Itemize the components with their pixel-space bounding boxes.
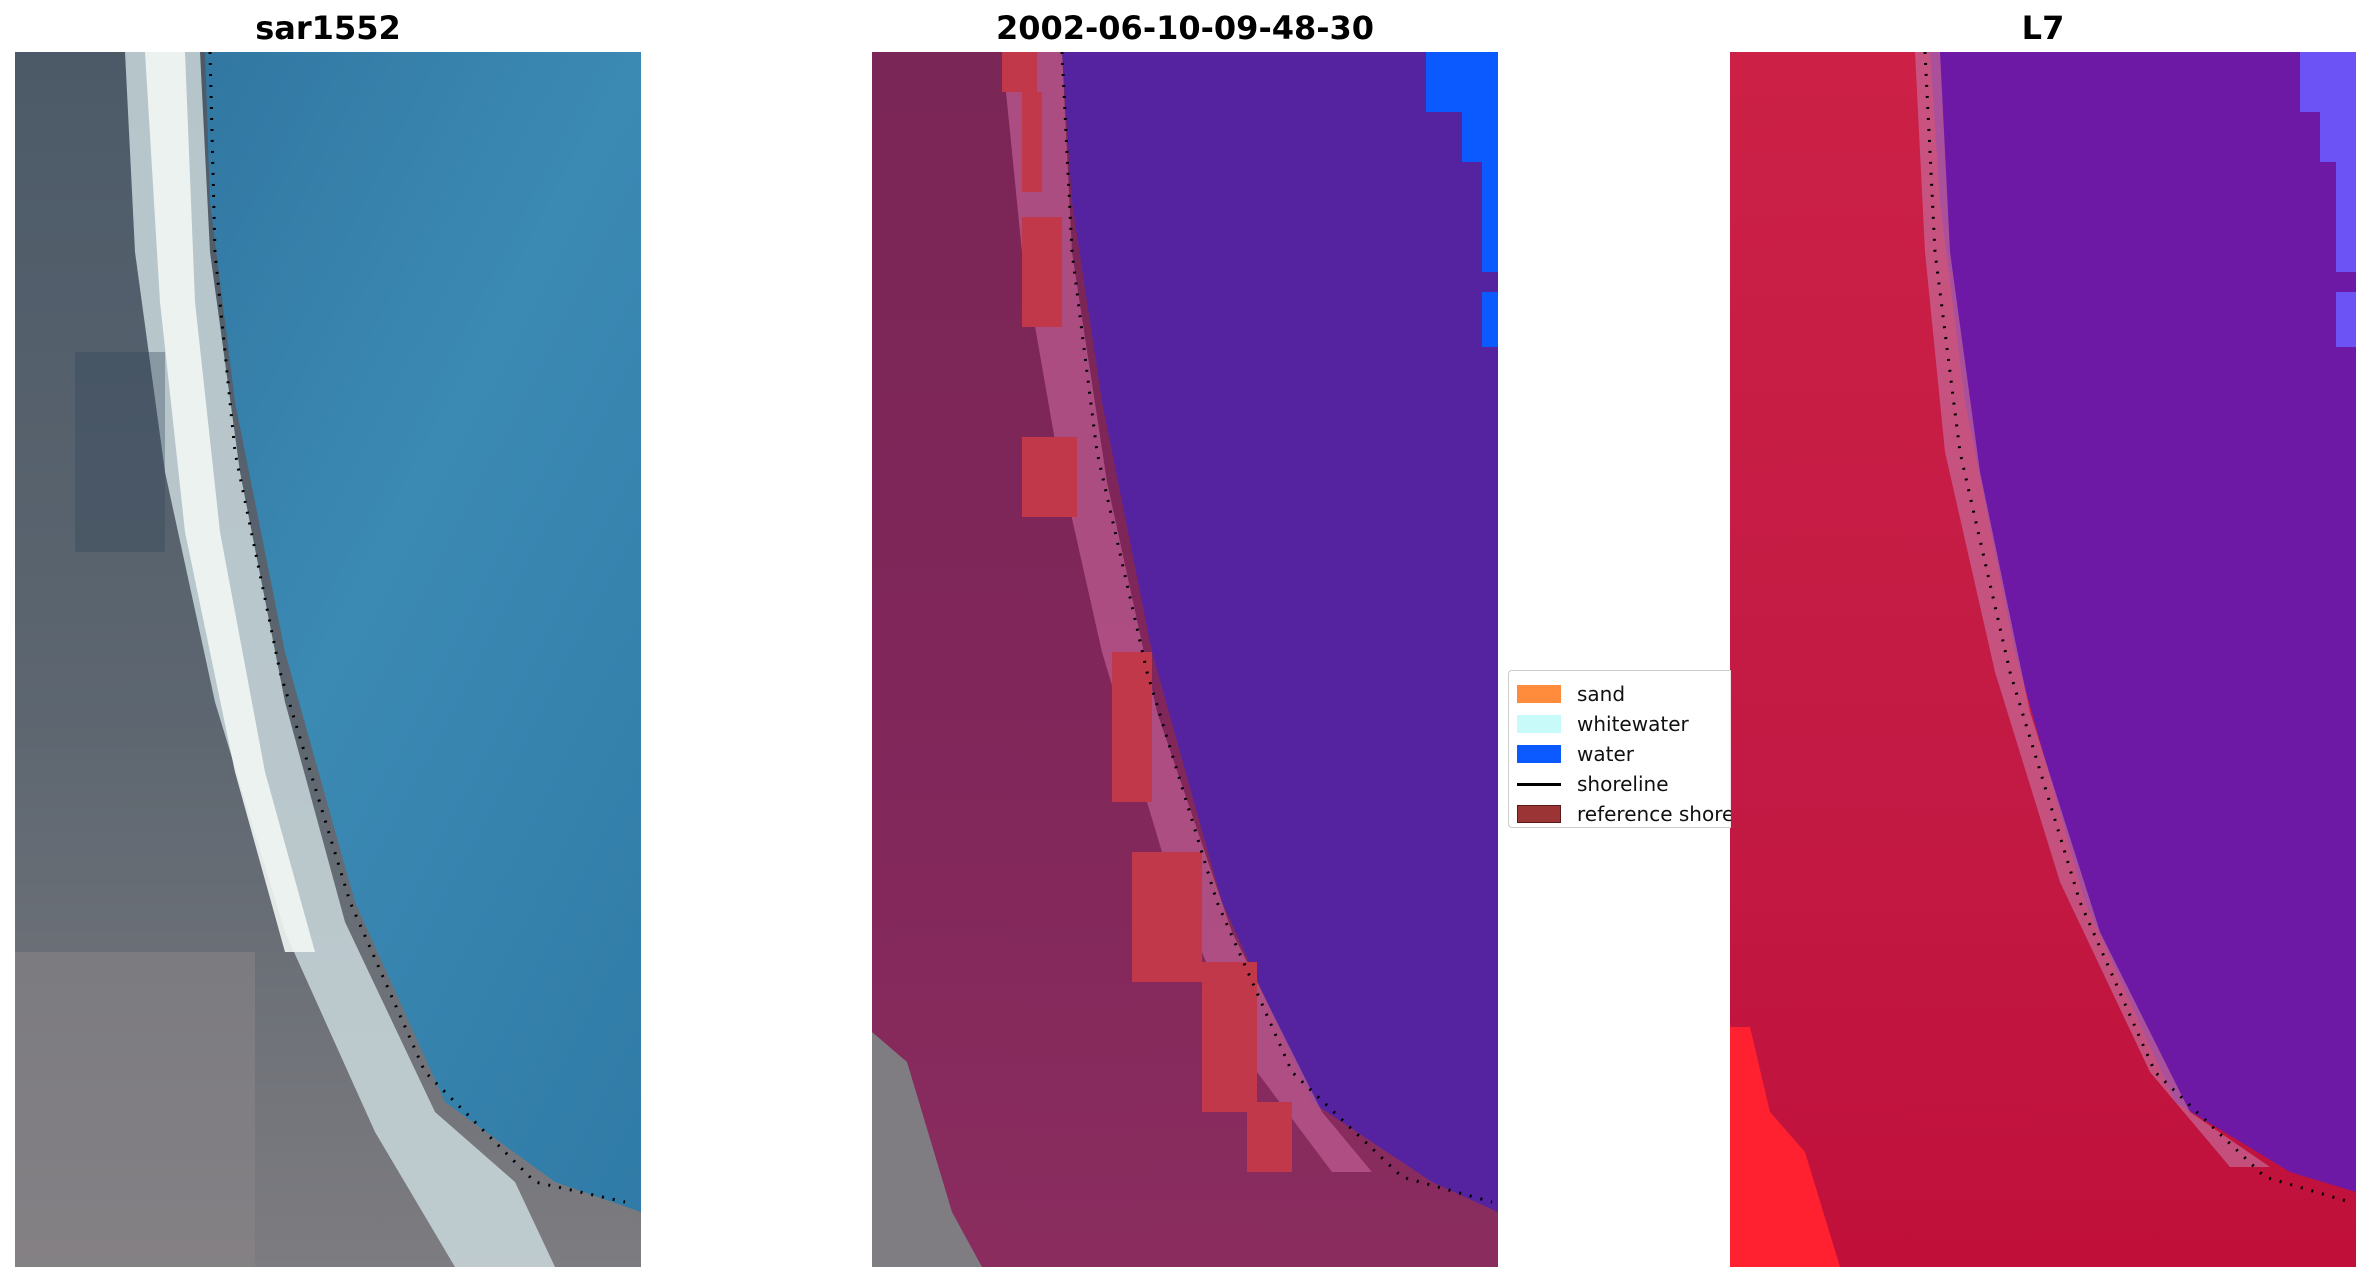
legend-label: water [1577,742,1634,766]
legend-item-water: water [1517,741,1634,767]
reference-shoreline-swatch-icon [1517,805,1561,823]
rgb-image-panel [15,52,641,1267]
mndwi-image [1730,52,2356,1267]
water-swatch-icon [1517,745,1561,763]
mndwi-panel [1730,52,2356,1267]
rgb-image [15,52,641,1267]
legend-item-sand: sand [1517,681,1625,707]
legend-label: reference shoreline [1577,802,1731,826]
classification-legend: sand whitewater water shoreline referenc… [1508,670,1731,828]
legend-label: sand [1577,682,1626,706]
legend-item-shoreline: shoreline [1517,771,1669,797]
rgb-panel-title: sar1552 [255,9,401,47]
classification-panel-title: 2002-06-10-09-48-30 [995,9,1375,47]
mndwi-panel-title: L7 [2021,9,2065,47]
legend-item-reference-shoreline: reference shoreline [1517,801,1731,827]
legend-label: whitewater [1577,712,1689,736]
legend-label: shoreline [1577,772,1669,796]
whitewater-swatch-icon [1517,715,1561,733]
legend-item-whitewater: whitewater [1517,711,1689,737]
sand-swatch-icon [1517,685,1561,703]
shoreline-line-icon [1517,782,1561,786]
classification-panel [872,52,1498,1267]
classified-image [872,52,1498,1267]
